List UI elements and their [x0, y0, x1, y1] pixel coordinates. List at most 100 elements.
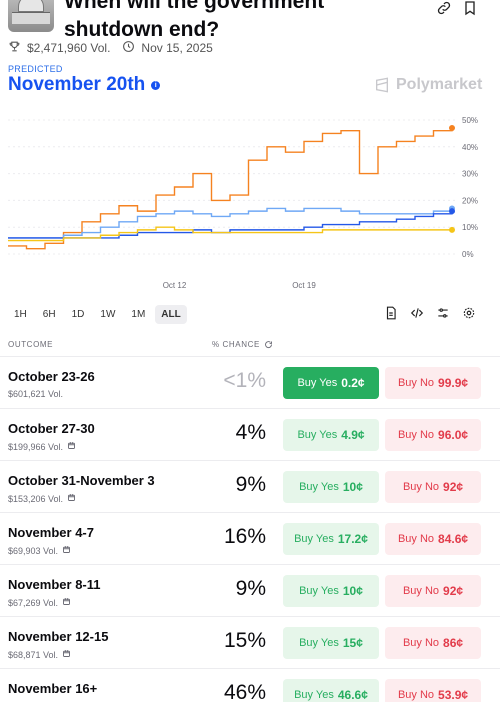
buy-yes-button[interactable]: Buy Yes 4.9¢	[283, 419, 379, 451]
outcome-name: October 27-30	[8, 421, 95, 436]
predicted-outcome: November 20th i	[8, 74, 161, 96]
buy-yes-button[interactable]: Buy Yes 0.2¢	[283, 367, 379, 399]
trophy-icon	[8, 40, 21, 56]
bookmark-icon[interactable]	[462, 0, 482, 20]
range-button-1w[interactable]: 1W	[100, 309, 116, 320]
outcome-row[interactable]: November 8-11 $67,269 Vol. 9% Buy Yes 10¢ Buy…	[0, 564, 500, 616]
buy-no-label: Buy No	[397, 377, 435, 389]
series-endpoint-0	[449, 125, 455, 132]
series-endpoint-3	[449, 226, 455, 233]
x-tick-label: Oct 19	[292, 281, 316, 290]
buy-yes-label: Buy Yes	[297, 429, 338, 441]
outcome-volume: $68,871 Vol.	[8, 649, 71, 660]
outcome-row[interactable]: November 16+$??,??? Vol.46%Buy Yes46.6¢B…	[0, 668, 500, 702]
buy-yes-button[interactable]: Buy Yes 10¢	[283, 575, 379, 607]
sliders-icon[interactable]	[436, 306, 452, 322]
buy-no-button[interactable]: Buy No 92¢	[385, 471, 481, 503]
buy-no-button[interactable]: Buy No 86¢	[385, 627, 481, 659]
code-icon[interactable]	[410, 306, 426, 322]
buy-no-price: 86¢	[443, 636, 464, 650]
market-title: When will the government shutdown end?	[64, 0, 424, 44]
time-range-selector: 1H 6H 1D 1W 1M ALL	[8, 305, 187, 324]
clock-icon	[122, 40, 135, 56]
outcome-chance: 4%	[235, 421, 266, 444]
outcome-row[interactable]: October 27-30 $199,966 Vol. 4% Buy Yes 4.9¢ B…	[0, 408, 500, 460]
settings-icon[interactable]	[462, 306, 478, 322]
market-title-line2: shutdown end?	[64, 18, 220, 41]
calendar-icon	[67, 441, 76, 452]
series-line-1	[8, 207, 453, 239]
buy-yes-label: Buy Yes	[299, 637, 339, 649]
buy-yes-label: Buy Yes	[299, 481, 339, 493]
buy-no-button[interactable]: Buy No 84.6¢	[385, 523, 481, 555]
document-icon[interactable]	[384, 306, 400, 322]
market-thumbnail	[8, 0, 54, 32]
range-button-1h[interactable]: 1H	[14, 309, 27, 320]
market-title-line1: When will the government	[64, 0, 325, 13]
market-volume: $2,471,960 Vol.	[27, 41, 111, 55]
chance-column-label: % CHANCE	[212, 340, 260, 349]
outcome-name: November 16+	[8, 681, 98, 696]
outcome-chance: <1%	[223, 369, 266, 392]
buy-yes-price: 4.9¢	[341, 428, 365, 442]
buy-yes-price: 17.2¢	[337, 532, 368, 546]
chart-tools	[384, 306, 478, 322]
outcome-chance: 46%	[223, 681, 266, 702]
buy-no-price: 92¢	[443, 480, 464, 494]
buy-no-label: Buy No	[397, 533, 435, 545]
outcome-chance: 9%	[235, 473, 266, 496]
buy-yes-button[interactable]: Buy Yes 46.6¢	[283, 679, 379, 702]
outcome-row[interactable]: October 23-26 $601,621 Vol. <1% Buy Yes 0.2¢…	[0, 356, 500, 408]
series-line-0	[8, 128, 453, 250]
buy-no-button[interactable]: Buy No 92¢	[385, 575, 481, 607]
market-header: When will the government shutdown end?	[0, 0, 500, 41]
buy-yes-button[interactable]: Buy Yes 10¢	[283, 471, 379, 503]
outcome-name: November 4-7	[8, 525, 94, 540]
buy-yes-button[interactable]: Buy Yes 17.2¢	[283, 523, 379, 555]
buy-no-button[interactable]: Buy No 99.9¢	[385, 367, 481, 399]
buy-no-price: 96.0¢	[438, 428, 469, 442]
buy-no-label: Buy No	[402, 637, 440, 649]
predicted-outcome-text: November 20th	[8, 74, 146, 95]
outcome-volume-text: $67,269 Vol.	[8, 597, 59, 608]
polymarket-logo-icon	[376, 77, 388, 93]
buy-yes-price: 46.6¢	[337, 688, 368, 702]
calendar-icon	[62, 649, 71, 660]
outcome-volume-text: $68,871 Vol.	[8, 649, 59, 660]
buy-no-button[interactable]: Buy No 96.0¢	[385, 419, 481, 451]
outcome-row[interactable]: October 31-November 3 $153,206 Vol. 9% Buy …	[0, 460, 500, 512]
outcome-column-header: OUTCOME	[8, 340, 54, 349]
buy-no-label: Buy No	[402, 481, 440, 493]
polymarket-logo: Polymarket	[374, 76, 482, 94]
outcome-row[interactable]: November 4-7 $69,903 Vol. 16% Buy Yes 17.2¢ B…	[0, 512, 500, 564]
outcome-volume: $199,966 Vol.	[8, 441, 76, 452]
buy-no-label: Buy No	[397, 429, 435, 441]
outcome-name: October 31-November 3	[8, 473, 155, 488]
range-button-1d[interactable]: 1D	[71, 309, 85, 320]
outcome-chance: 16%	[223, 525, 266, 548]
buy-yes-button[interactable]: Buy Yes 15¢	[283, 627, 379, 659]
capitol-base-shape	[12, 12, 50, 24]
info-icon[interactable]: i	[151, 80, 161, 90]
buy-yes-price: 10¢	[342, 480, 363, 494]
outcome-volume: $69,903 Vol.	[8, 545, 71, 556]
range-button-1m[interactable]: 1M	[131, 309, 146, 320]
predicted-label: PREDICTED	[8, 64, 63, 74]
link-icon[interactable]	[436, 0, 456, 20]
outcome-row[interactable]: November 12-15 $68,871 Vol. 15% Buy Yes 15¢ B…	[0, 616, 500, 668]
outcome-volume: $67,269 Vol.	[8, 597, 71, 608]
calendar-icon	[62, 597, 71, 608]
outcome-name: November 8-11	[8, 577, 101, 592]
outcome-volume-text: $69,903 Vol.	[8, 545, 59, 556]
buy-yes-price: 15¢	[342, 636, 363, 650]
range-button-6h[interactable]: 6H	[42, 309, 56, 320]
buy-no-price: 99.9¢	[438, 376, 469, 390]
outcome-volume-text: $601,621 Vol.	[8, 389, 64, 399]
calendar-icon	[67, 493, 76, 504]
refresh-icon[interactable]	[264, 340, 273, 349]
outcomes-table-header: OUTCOME % CHANCE	[0, 338, 500, 352]
range-button-all[interactable]: ALL	[155, 305, 187, 324]
outcome-volume: $601,621 Vol.	[8, 389, 63, 399]
buy-no-button[interactable]: Buy No 53.9¢	[385, 679, 481, 702]
polymarket-logo-text: Polymarket	[396, 76, 483, 93]
